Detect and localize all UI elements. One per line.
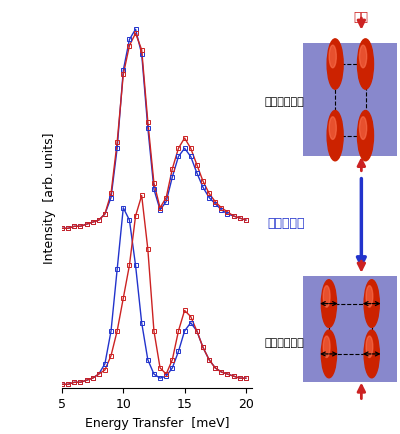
- Circle shape: [323, 286, 330, 307]
- Circle shape: [329, 45, 336, 68]
- Text: 圧力下冷却: 圧力下冷却: [268, 217, 305, 230]
- Circle shape: [366, 286, 373, 307]
- Text: 磁気秩序状態: 磁気秩序状態: [265, 338, 304, 348]
- Circle shape: [323, 336, 330, 358]
- Text: 磁気秩序なし: 磁気秩序なし: [265, 97, 304, 107]
- Bar: [303, 43, 397, 156]
- Circle shape: [321, 330, 336, 378]
- Circle shape: [327, 110, 343, 161]
- Circle shape: [358, 39, 374, 89]
- Circle shape: [364, 330, 379, 378]
- Circle shape: [327, 39, 343, 89]
- Circle shape: [358, 110, 374, 161]
- Circle shape: [329, 117, 336, 139]
- Bar: [303, 276, 397, 382]
- Text: 圧力: 圧力: [354, 11, 369, 24]
- Circle shape: [360, 117, 367, 139]
- X-axis label: Energy Transfer  [meV]: Energy Transfer [meV]: [85, 417, 229, 430]
- Circle shape: [360, 45, 367, 68]
- Y-axis label: Intensity  [arb. units]: Intensity [arb. units]: [44, 133, 56, 264]
- Circle shape: [321, 279, 336, 327]
- Circle shape: [366, 336, 373, 358]
- Circle shape: [364, 279, 379, 327]
